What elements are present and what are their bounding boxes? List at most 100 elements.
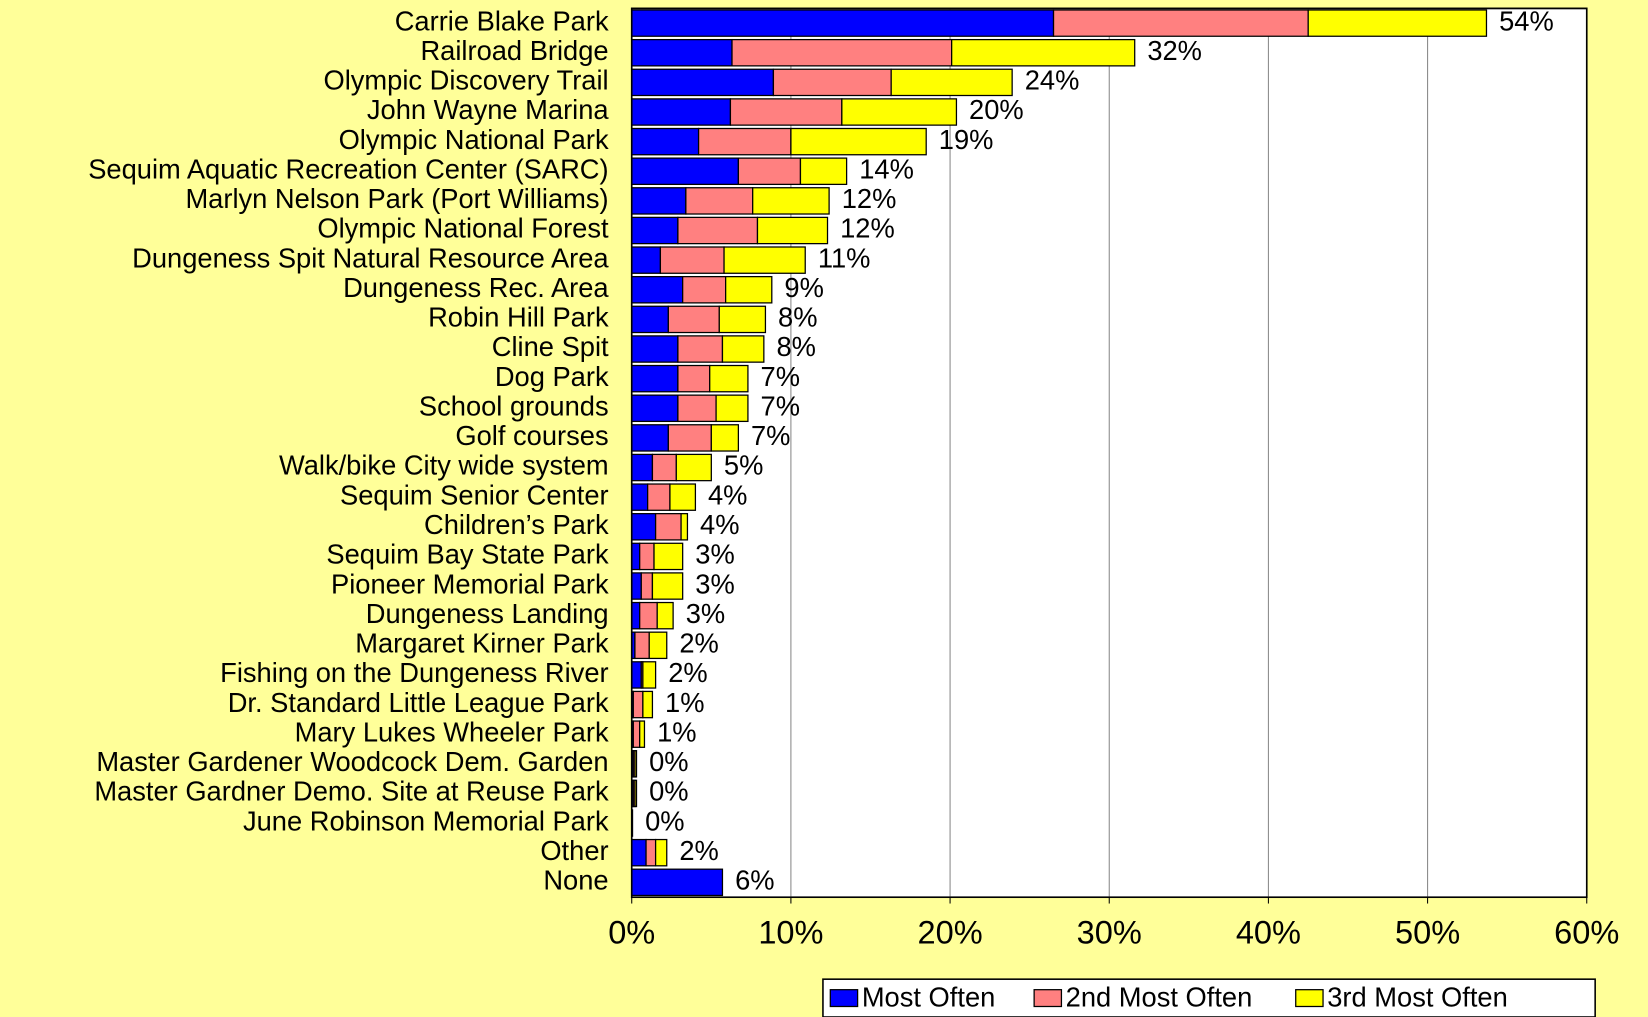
y-tick-label: Carrie Blake Park	[395, 5, 609, 36]
x-tick-label: 0%	[608, 915, 655, 951]
bar-segment	[634, 750, 638, 778]
y-tick-label: June Robinson Memorial Park	[243, 805, 609, 836]
bar-segment	[685, 187, 754, 215]
total-label: 11%	[818, 242, 871, 273]
bar-segment	[631, 187, 687, 215]
total-label: 1%	[657, 716, 696, 747]
total-label: 4%	[708, 479, 747, 510]
bar-segment	[677, 335, 724, 363]
bar-segment	[721, 335, 765, 363]
total-label: 7%	[761, 390, 800, 421]
bar-segment	[656, 601, 674, 630]
x-tick-label: 60%	[1554, 915, 1619, 951]
bar-segment	[631, 98, 732, 126]
total-label: 54%	[1499, 5, 1554, 36]
y-tick-label: Fishing on the Dungeness River	[220, 657, 608, 688]
total-label: 2%	[679, 835, 718, 866]
total-label: 12%	[840, 213, 895, 244]
y-tick-label: Dr. Standard Little League Park	[228, 687, 609, 718]
total-label: 0%	[645, 805, 684, 836]
total-label: 32%	[1147, 35, 1202, 66]
bar-segment	[642, 661, 657, 689]
total-label: 6%	[735, 865, 774, 896]
y-tick-label: John Wayne Marina	[367, 94, 610, 125]
y-tick-label: Mary Lukes Wheeler Park	[295, 716, 609, 747]
bar-segment	[631, 68, 775, 97]
bar-segment	[654, 838, 668, 867]
bar-segment	[718, 305, 767, 334]
bar-segment	[631, 127, 700, 156]
legend-label: Most Often	[862, 981, 996, 1012]
x-tick-label: 40%	[1236, 915, 1301, 951]
bar-segment	[640, 572, 654, 600]
bar-segment	[1052, 9, 1309, 37]
bar-segment	[654, 513, 682, 541]
bar-segment	[667, 424, 712, 452]
bar-segment	[772, 68, 892, 97]
bar-segment	[634, 631, 650, 660]
y-tick-label: Sequim Senior Center	[340, 479, 609, 510]
y-tick-label: Olympic National Forest	[317, 213, 609, 244]
y-tick-label: Dungeness Rec. Area	[343, 272, 609, 303]
legend-swatch	[1033, 989, 1063, 1008]
bar-segment	[799, 157, 848, 186]
total-label: 20%	[969, 94, 1024, 125]
bar-segment	[723, 246, 806, 274]
x-tick-label: 50%	[1395, 915, 1460, 951]
bar-segment	[631, 364, 679, 393]
total-label: 7%	[761, 361, 800, 392]
total-label: 3%	[695, 568, 734, 599]
bar-segment	[642, 690, 654, 719]
bar-segment	[1307, 9, 1488, 37]
bar-segment	[731, 38, 953, 67]
total-label: 1%	[665, 687, 704, 718]
bar-segment	[631, 542, 641, 571]
bar-segment	[631, 572, 642, 600]
bar-segment	[659, 246, 725, 274]
total-label: 3%	[695, 539, 734, 570]
x-tick-label: 10%	[758, 915, 823, 951]
total-label: 4%	[700, 509, 739, 540]
bar-segment	[647, 483, 671, 511]
bar-segment	[631, 453, 654, 482]
bar-segment	[632, 720, 641, 748]
bar-segment	[634, 779, 638, 808]
bar-segment	[682, 275, 727, 304]
y-tick-label: School grounds	[419, 390, 609, 421]
y-tick-label: None	[543, 865, 608, 896]
total-label: 3%	[686, 598, 725, 629]
y-tick-label: Pioneer Memorial Park	[331, 568, 609, 599]
total-label: 12%	[842, 183, 897, 214]
bar-segment	[752, 187, 830, 215]
bar-segment	[631, 513, 657, 541]
bar-segment	[951, 38, 1136, 67]
bar-segment	[737, 157, 802, 186]
total-label: 9%	[784, 272, 823, 303]
bar-segment	[632, 690, 644, 719]
y-tick-label: Master Gardner Demo. Site at Reuse Park	[94, 776, 609, 807]
bar-segment	[725, 275, 773, 304]
bar-segment	[667, 305, 720, 334]
bar-segment	[756, 216, 829, 245]
y-tick-label: Cline Spit	[492, 331, 609, 362]
bar-segment	[677, 364, 711, 393]
bar-segment	[631, 838, 647, 867]
y-tick-label: Children’s Park	[424, 509, 609, 540]
y-tick-label: Other	[540, 835, 608, 866]
y-tick-label: Olympic Discovery Trail	[323, 65, 608, 96]
y-tick-label: Sequim Bay State Park	[326, 539, 609, 570]
bar-segment	[709, 364, 749, 393]
y-tick-label: Olympic National Park	[339, 124, 609, 155]
y-tick-label: Golf courses	[455, 420, 608, 451]
legend-box	[822, 978, 1596, 1017]
bar-segment	[710, 424, 740, 452]
y-tick-label: Dungeness Landing	[366, 598, 609, 629]
bar-segment	[648, 631, 668, 660]
bar-segment	[669, 483, 697, 511]
total-label: 8%	[778, 302, 817, 333]
y-tick-label: Sequim Aquatic Recreation Center (SARC)	[88, 153, 608, 184]
bar-segment	[651, 572, 684, 600]
total-label: 2%	[679, 628, 718, 659]
